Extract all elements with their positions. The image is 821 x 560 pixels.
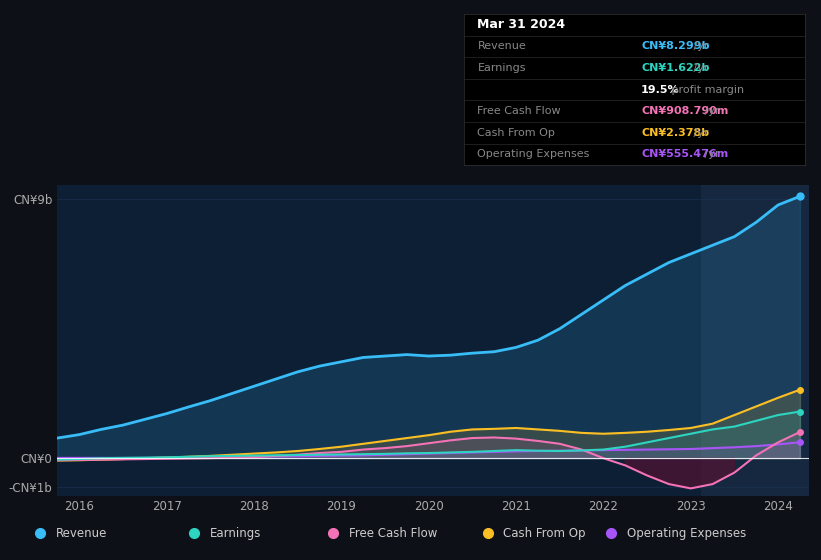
Text: CN¥1.622b: CN¥1.622b bbox=[641, 63, 709, 73]
Text: CN¥1.622b /yr: CN¥1.622b /yr bbox=[641, 63, 722, 73]
Text: Operating Expenses: Operating Expenses bbox=[478, 150, 589, 160]
Bar bbox=[701, 185, 821, 496]
Text: CN¥908.790m /yr: CN¥908.790m /yr bbox=[641, 106, 740, 116]
Text: Cash From Op: Cash From Op bbox=[503, 527, 585, 540]
Text: 19.5%: 19.5% bbox=[641, 85, 680, 95]
Text: Revenue: Revenue bbox=[56, 527, 107, 540]
Text: CN¥8.299b /yr: CN¥8.299b /yr bbox=[641, 41, 722, 52]
Text: /yr: /yr bbox=[701, 106, 719, 116]
Text: CN¥2.378b: CN¥2.378b bbox=[641, 128, 709, 138]
Text: CN¥2.378b /yr: CN¥2.378b /yr bbox=[641, 128, 722, 138]
Text: Earnings: Earnings bbox=[478, 63, 526, 73]
Text: Free Cash Flow: Free Cash Flow bbox=[478, 106, 561, 116]
Text: Free Cash Flow: Free Cash Flow bbox=[349, 527, 437, 540]
Text: /yr: /yr bbox=[701, 150, 719, 160]
Text: Mar 31 2024: Mar 31 2024 bbox=[478, 18, 566, 31]
Text: profit margin: profit margin bbox=[668, 85, 745, 95]
Text: CN¥555.476m /yr: CN¥555.476m /yr bbox=[641, 150, 740, 160]
Text: Cash From Op: Cash From Op bbox=[478, 128, 555, 138]
Text: Revenue: Revenue bbox=[478, 41, 526, 52]
Text: 19.5% profit margin: 19.5% profit margin bbox=[641, 85, 753, 95]
Text: Operating Expenses: Operating Expenses bbox=[626, 527, 745, 540]
Text: /yr: /yr bbox=[690, 63, 709, 73]
Text: /yr: /yr bbox=[690, 41, 709, 52]
Text: Earnings: Earnings bbox=[210, 527, 261, 540]
Text: /yr: /yr bbox=[690, 128, 709, 138]
Text: CN¥8.299b: CN¥8.299b bbox=[641, 41, 709, 52]
Text: CN¥555.476m: CN¥555.476m bbox=[641, 150, 728, 160]
Text: CN¥908.790m: CN¥908.790m bbox=[641, 106, 728, 116]
